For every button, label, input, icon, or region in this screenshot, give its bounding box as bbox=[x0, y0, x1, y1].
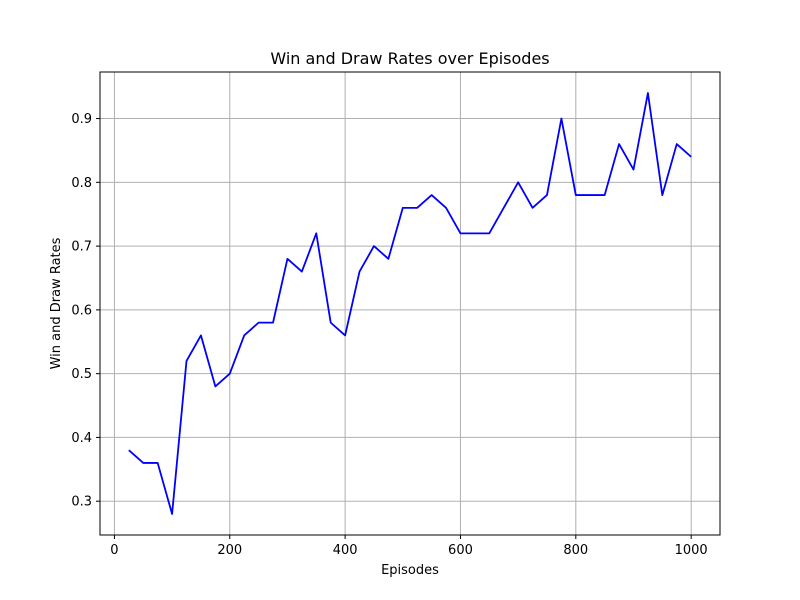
y-tick-label: 0.5 bbox=[71, 367, 92, 382]
x-tick-label: 200 bbox=[217, 543, 242, 558]
grid bbox=[100, 72, 720, 535]
y-axis-label: Win and Draw Rates bbox=[49, 237, 64, 369]
x-axis: 0 200 400 600 800 1000 bbox=[110, 535, 708, 558]
x-tick-label: 0 bbox=[110, 543, 118, 558]
y-tick-label: 0.9 bbox=[71, 112, 92, 127]
series-layer bbox=[128, 92, 692, 515]
x-tick-label: 400 bbox=[333, 543, 358, 558]
x-tick-label: 600 bbox=[448, 543, 473, 558]
series-line bbox=[128, 92, 692, 515]
chart-title: Win and Draw Rates over Episodes bbox=[270, 49, 549, 68]
y-tick-label: 0.8 bbox=[71, 176, 92, 191]
y-tick-label: 0.3 bbox=[71, 495, 92, 510]
x-tick-label: 800 bbox=[563, 543, 588, 558]
y-tick-label: 0.7 bbox=[71, 240, 92, 255]
y-tick-label: 0.4 bbox=[71, 431, 92, 446]
plot-frame bbox=[99, 71, 721, 536]
x-axis-label: Episodes bbox=[381, 563, 439, 578]
y-axis: 0.3 0.4 0.5 0.6 0.7 0.8 0.9 bbox=[71, 112, 100, 510]
x-tick-label: 1000 bbox=[675, 543, 708, 558]
y-tick-label: 0.6 bbox=[71, 303, 92, 318]
